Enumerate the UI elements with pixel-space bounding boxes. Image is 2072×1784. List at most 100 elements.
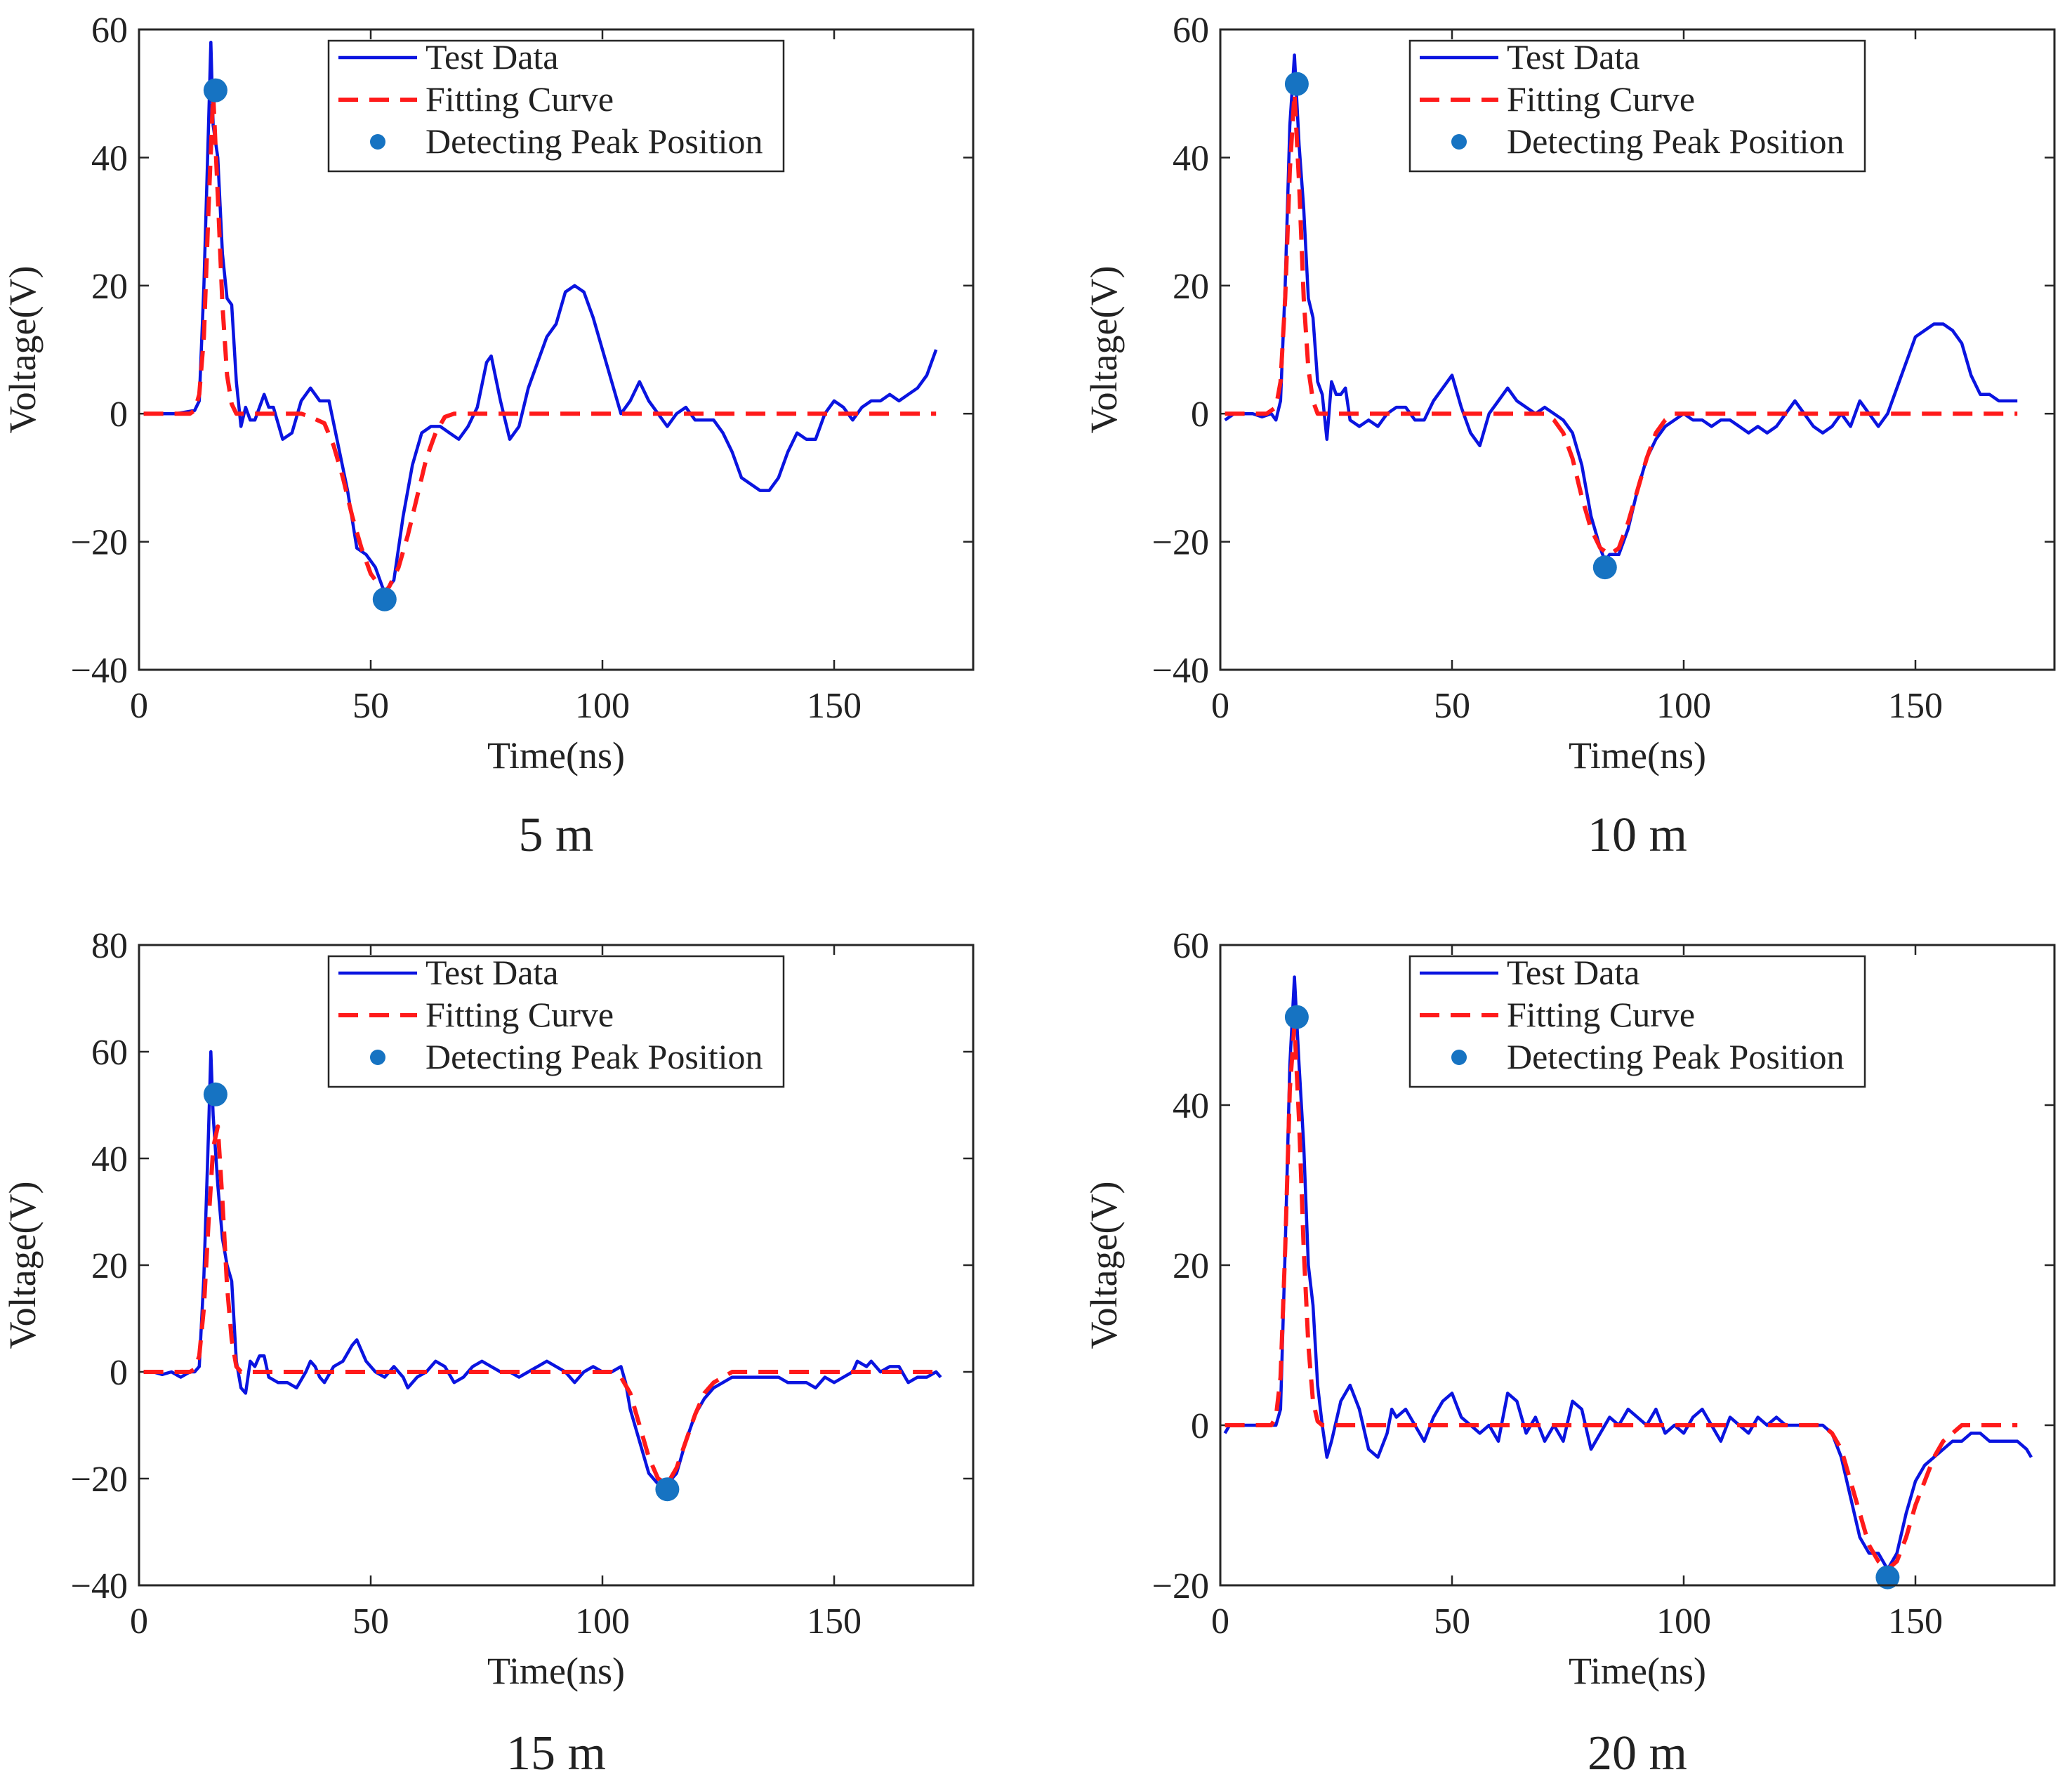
test-data-line (143, 1050, 942, 1486)
y-tick-label: 80 (91, 926, 128, 966)
plot-area-frame (1219, 944, 2056, 1587)
y-tick-label: −20 (71, 523, 128, 563)
test-data-line (1223, 975, 2033, 1571)
plot-area-frame (138, 944, 975, 1587)
x-tick-label: 100 (1656, 686, 1711, 726)
y-tick-label: 0 (1191, 1406, 1209, 1446)
plot-area-frame (138, 28, 975, 671)
legend-entry-fitting-curve: Fitting Curve (1507, 79, 1695, 119)
legend-box (327, 955, 785, 1088)
peak-marker (1284, 1005, 1309, 1029)
panel-caption: 15 m (506, 1726, 606, 1780)
y-tick-label: −40 (1152, 651, 1209, 691)
y-tick-label: −20 (1152, 1566, 1209, 1606)
y-tick-label: 60 (1173, 926, 1209, 966)
plot-area-frame (1219, 28, 2056, 671)
x-tick-label: 100 (1656, 1601, 1711, 1641)
x-tick-label: 150 (1888, 1601, 1943, 1641)
y-tick-label: 60 (91, 11, 128, 51)
panel-caption: 10 m (1588, 808, 1687, 862)
peak-marker (1284, 72, 1309, 96)
legend-entry-test-data: Test Data (1507, 953, 1639, 992)
y-tick-label: 20 (1173, 267, 1209, 307)
x-tick-label: 0 (1211, 686, 1229, 726)
x-axis-label: Time(ns) (1569, 1650, 1706, 1692)
x-tick-label: 100 (575, 686, 630, 726)
x-tick-label: 50 (1434, 686, 1470, 726)
x-tick-label: 150 (807, 1601, 862, 1641)
chart-panel-15-m: 0 50 100 150 −40 −20 0 20 40 60 80 Time(ns) Voltage(… (1, 926, 975, 1780)
x-axis-label: Time(ns) (1569, 734, 1706, 777)
y-tick-label: −20 (1152, 523, 1209, 563)
y-tick-label: −20 (71, 1460, 128, 1500)
legend-entry-detecting-peak-position: Detecting Peak Position (425, 121, 763, 161)
panel-caption: 20 m (1588, 1726, 1687, 1780)
y-tick-label: −40 (71, 651, 128, 691)
y-tick-label: 40 (1173, 1086, 1209, 1126)
fitting-curve-line (1225, 1023, 2018, 1572)
legend-peak-marker-swatch (370, 134, 385, 150)
y-tick-label: 0 (110, 395, 128, 435)
fitting-curve-line (143, 91, 937, 595)
y-tick-label: 20 (91, 1246, 128, 1286)
y-tick-label: 60 (1173, 11, 1209, 51)
peak-marker (203, 1082, 227, 1106)
x-axis-label: Time(ns) (487, 734, 625, 777)
test-data-line (1224, 53, 2018, 563)
y-tick-label: 60 (91, 1033, 128, 1073)
legend-peak-marker-swatch (1451, 134, 1467, 150)
x-tick-label: 150 (1888, 686, 1943, 726)
y-tick-label: 40 (1173, 138, 1209, 178)
y-axis-label: Voltage(V) (1, 266, 44, 434)
legend-entry-test-data: Test Data (425, 953, 558, 992)
legend-entry-fitting-curve: Fitting Curve (425, 79, 614, 119)
y-axis-label: Voltage(V) (1, 1182, 44, 1349)
legend-entry-test-data: Test Data (1507, 37, 1639, 77)
legend-peak-marker-swatch (370, 1050, 385, 1065)
legend-entry-detecting-peak-position: Detecting Peak Position (1507, 121, 1845, 161)
fitting-curve-line (1225, 91, 2018, 557)
y-tick-label: 20 (1173, 1246, 1209, 1286)
x-tick-label: 0 (130, 1601, 148, 1641)
peak-marker (655, 1477, 680, 1502)
peak-marker (1875, 1565, 1900, 1590)
y-tick-label: 40 (91, 138, 128, 178)
x-tick-label: 50 (352, 686, 389, 726)
peak-marker (372, 587, 397, 612)
legend-entry-detecting-peak-position: Detecting Peak Position (1507, 1037, 1845, 1076)
legend-entry-fitting-curve: Fitting Curve (425, 995, 614, 1034)
chart-panel-5-m: 0 50 100 150 −40 −20 0 20 40 60 Time(ns) Voltage(V)… (1, 11, 975, 862)
x-tick-label: 100 (575, 1601, 630, 1641)
y-axis-label: Voltage(V) (1083, 1182, 1125, 1349)
chart-panel-20-m: 0 50 100 150−200204060Time(ns)Voltage(V)Tes… (1083, 926, 2056, 1780)
x-tick-label: 50 (352, 1601, 389, 1641)
y-tick-label: 0 (1191, 395, 1209, 435)
legend-entry-detecting-peak-position: Detecting Peak Position (425, 1037, 763, 1076)
legend-entry-test-data: Test Data (425, 37, 558, 77)
test-data-line (143, 40, 938, 595)
legend-entry-fitting-curve: Fitting Curve (1507, 995, 1695, 1034)
chart-panel-10-m: 0 50 100 150 −40 −20 0 20 40 60 Time(ns) Voltage(V)… (1083, 11, 2056, 862)
x-axis-label: Time(ns) (487, 1650, 625, 1692)
fitting-curve-line (143, 1124, 937, 1486)
x-tick-label: 0 (1211, 1601, 1229, 1641)
legend-peak-marker-swatch (1451, 1050, 1467, 1065)
y-tick-label: 0 (110, 1353, 128, 1393)
x-tick-label: 0 (130, 686, 148, 726)
peak-marker (203, 78, 227, 103)
x-tick-label: 50 (1434, 1601, 1470, 1641)
legend-box (327, 39, 785, 173)
x-tick-label: 150 (807, 686, 862, 726)
legend-box (1408, 955, 1866, 1088)
y-tick-label: 40 (91, 1139, 128, 1180)
panel-caption: 5 m (519, 808, 594, 862)
y-axis-label: Voltage(V) (1083, 266, 1125, 434)
peak-marker (1592, 555, 1617, 580)
y-tick-label: 20 (91, 267, 128, 307)
y-tick-label: −40 (71, 1566, 128, 1606)
